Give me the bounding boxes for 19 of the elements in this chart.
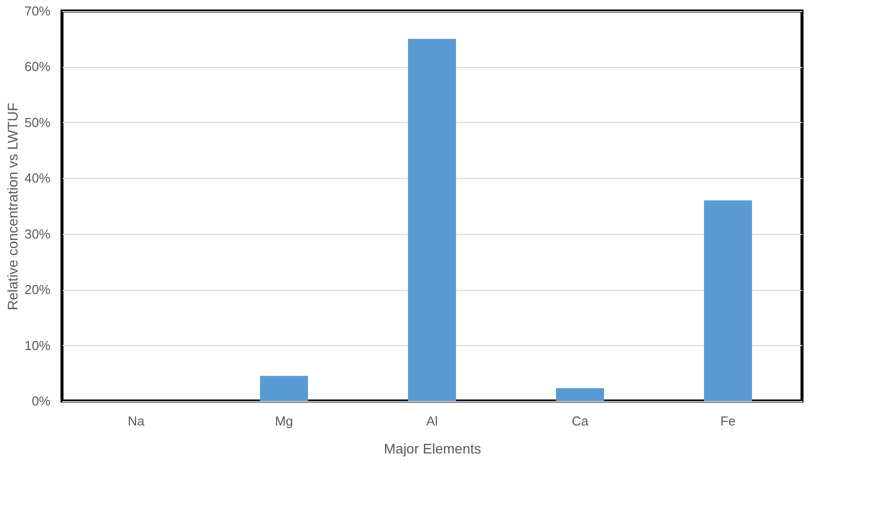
bar	[556, 388, 604, 401]
y-tick-label: 10%	[24, 338, 51, 353]
bar	[408, 38, 456, 401]
x-tick-label: Mg	[274, 414, 294, 428]
bar	[260, 376, 308, 401]
y-tick-label: 20%	[24, 282, 51, 298]
y-tick-label: 50%	[24, 114, 51, 130]
x-tick-label: Al	[426, 414, 438, 428]
x-tick-label: Ca	[572, 414, 590, 428]
x-axis-title: Major Elements	[384, 440, 482, 456]
y-tick-label: 0%	[32, 394, 51, 408]
y-tick-label: 40%	[24, 170, 51, 186]
y-axis-title: Relative concentration vs LWTUF	[4, 102, 20, 310]
bar	[704, 200, 752, 401]
x-tick-label: Fe	[720, 414, 736, 428]
y-tick-label: 60%	[24, 59, 51, 74]
x-tick-label: Na	[128, 414, 146, 428]
y-tick-label: 70%	[24, 4, 51, 18]
y-tick-label: 30%	[24, 226, 51, 242]
